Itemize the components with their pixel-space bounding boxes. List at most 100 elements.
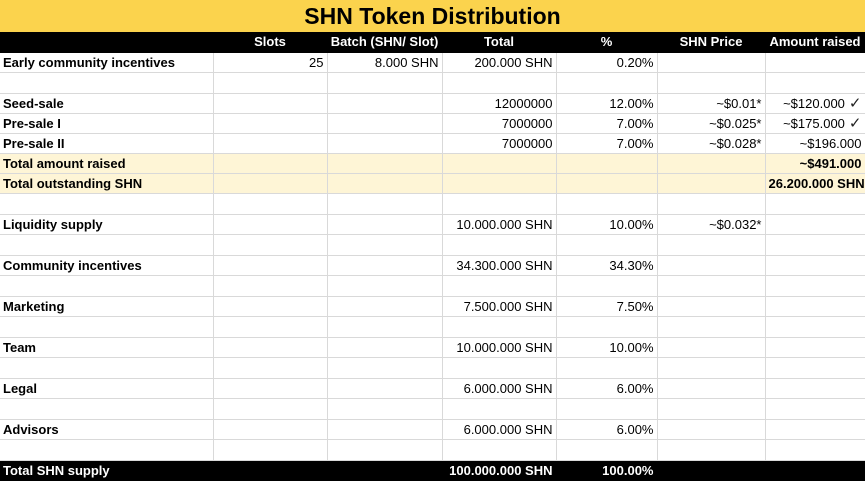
empty-cell[interactable] [556,72,658,94]
cell-percent[interactable]: 7.50% [556,296,658,317]
empty-cell[interactable] [765,275,865,297]
cell-percent[interactable]: 100.00% [556,460,658,481]
empty-cell[interactable] [442,316,557,338]
cell-total[interactable]: 10.000.000 SHN [442,337,557,358]
empty-cell[interactable] [556,193,658,215]
cell-total[interactable]: 10.000.000 SHN [442,214,557,235]
empty-cell[interactable] [765,460,865,481]
cell-raised[interactable]: 26.200.000 SHN [765,173,865,194]
empty-cell[interactable] [556,439,658,461]
cell-percent[interactable]: 6.00% [556,378,658,399]
cell-batch[interactable] [327,378,443,399]
cell-percent[interactable]: 34.30% [556,255,658,276]
cell-label[interactable]: Total amount raised [0,153,214,174]
empty-cell[interactable] [327,460,443,481]
cell-raised[interactable] [765,296,865,317]
cell-percent[interactable]: 7.00% [556,133,658,154]
empty-cell[interactable] [327,72,443,94]
empty-cell[interactable] [442,153,557,174]
cell-slots[interactable] [213,419,328,440]
empty-cell[interactable] [556,153,658,174]
empty-cell[interactable] [0,357,214,379]
cell-total[interactable]: 7000000 [442,113,557,134]
cell-label[interactable]: Total SHN supply [0,460,214,481]
empty-cell[interactable] [327,439,443,461]
empty-cell[interactable] [556,173,658,194]
empty-cell[interactable] [556,398,658,420]
empty-cell[interactable] [213,398,328,420]
empty-cell[interactable] [442,234,557,256]
header-cell-raised[interactable]: Amount raised [765,32,865,53]
cell-label[interactable]: Community incentives [0,255,214,276]
empty-cell[interactable] [442,439,557,461]
cell-label[interactable]: Seed-sale [0,93,214,114]
cell-label[interactable]: Marketing [0,296,214,317]
cell-batch[interactable] [327,296,443,317]
empty-cell[interactable] [0,72,214,94]
cell-percent[interactable]: 0.20% [556,52,658,73]
empty-cell[interactable] [556,357,658,379]
cell-label[interactable]: Advisors [0,419,214,440]
empty-cell[interactable] [213,357,328,379]
cell-raised[interactable] [765,337,865,358]
empty-cell[interactable] [327,398,443,420]
cell-total[interactable]: 6.000.000 SHN [442,419,557,440]
cell-label[interactable]: Liquidity supply [0,214,214,235]
cell-total[interactable]: 100.000.000 SHN [442,460,557,481]
empty-cell[interactable] [556,316,658,338]
empty-cell[interactable] [213,72,328,94]
cell-raised[interactable]: ~$491.000 [765,153,865,174]
empty-cell[interactable] [0,439,214,461]
header-cell-price[interactable]: SHN Price [657,32,766,53]
empty-cell[interactable] [765,316,865,338]
cell-slots[interactable] [213,337,328,358]
cell-price[interactable] [657,378,766,399]
cell-price[interactable]: ~$0.025* [657,113,766,134]
empty-cell[interactable] [657,173,766,194]
empty-cell[interactable] [657,398,766,420]
cell-slots[interactable] [213,255,328,276]
empty-cell[interactable] [765,439,865,461]
empty-cell[interactable] [213,439,328,461]
empty-cell[interactable] [657,275,766,297]
empty-cell[interactable] [765,72,865,94]
empty-cell[interactable] [657,316,766,338]
empty-cell[interactable] [556,234,658,256]
empty-cell[interactable] [213,234,328,256]
cell-raised[interactable]: ~$120.000 ✓ [765,93,865,114]
header-cell-label[interactable] [0,32,214,53]
cell-raised[interactable] [765,419,865,440]
empty-cell[interactable] [327,153,443,174]
empty-cell[interactable] [442,275,557,297]
empty-cell[interactable] [327,357,443,379]
cell-price[interactable]: ~$0.028* [657,133,766,154]
cell-percent[interactable]: 10.00% [556,214,658,235]
cell-total[interactable]: 34.300.000 SHN [442,255,557,276]
cell-slots[interactable] [213,378,328,399]
empty-cell[interactable] [765,398,865,420]
cell-price[interactable]: ~$0.032* [657,214,766,235]
empty-cell[interactable] [213,460,328,481]
empty-cell[interactable] [327,193,443,215]
empty-cell[interactable] [0,193,214,215]
empty-cell[interactable] [0,234,214,256]
empty-cell[interactable] [327,173,443,194]
cell-total[interactable]: 12000000 [442,93,557,114]
empty-cell[interactable] [213,153,328,174]
cell-raised[interactable] [765,52,865,73]
empty-cell[interactable] [657,460,766,481]
cell-batch[interactable] [327,214,443,235]
empty-cell[interactable] [442,72,557,94]
cell-total[interactable]: 6.000.000 SHN [442,378,557,399]
empty-cell[interactable] [657,357,766,379]
empty-cell[interactable] [442,193,557,215]
cell-percent[interactable]: 7.00% [556,113,658,134]
cell-raised[interactable] [765,255,865,276]
empty-cell[interactable] [657,439,766,461]
empty-cell[interactable] [327,275,443,297]
cell-slots[interactable] [213,113,328,134]
empty-cell[interactable] [442,357,557,379]
empty-cell[interactable] [442,173,557,194]
empty-cell[interactable] [765,193,865,215]
empty-cell[interactable] [327,234,443,256]
